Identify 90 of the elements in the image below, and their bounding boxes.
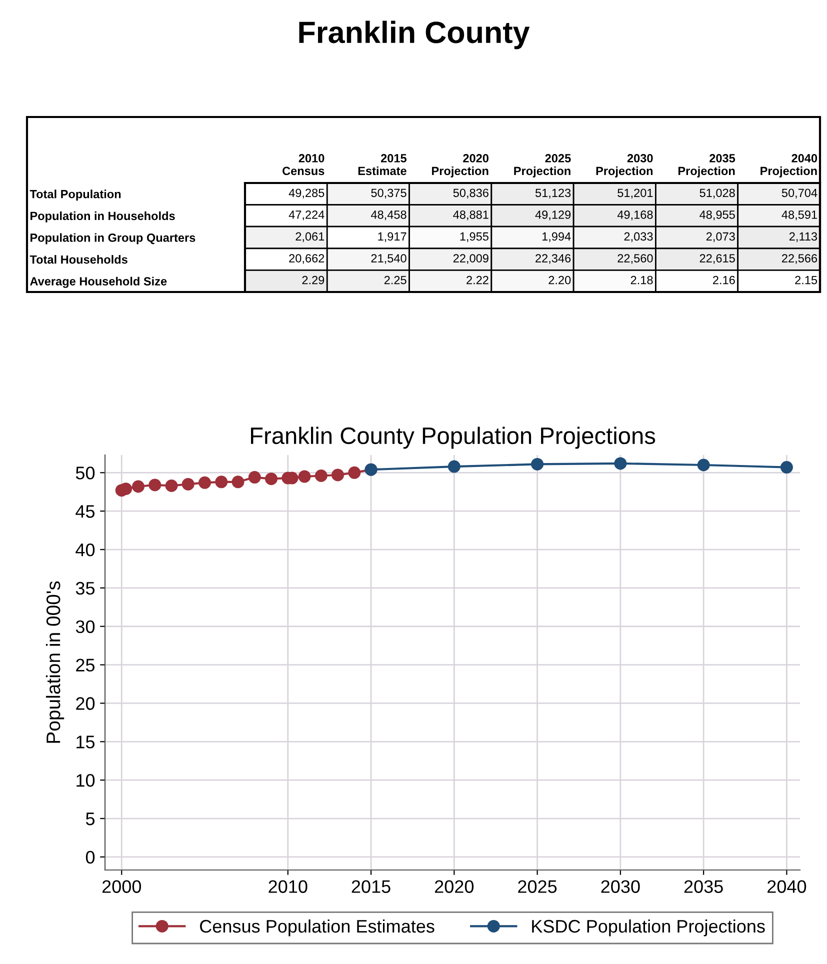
- y-tick-label: 20: [76, 697, 95, 710]
- x-tick-label: 2020: [434, 880, 474, 893]
- x-tick-label: 2030 Projection: [596, 154, 653, 178]
- legend-label: KSDC Population Projections: [532, 919, 765, 936]
- y-tick-label: 40: [76, 543, 95, 556]
- point: [697, 458, 710, 472]
- y-tick-label: 35: [76, 582, 95, 595]
- data-label: 21,540: [371, 254, 406, 264]
- y-tick-label: Population in Group Quarters: [30, 233, 196, 244]
- point: [298, 470, 311, 483]
- data-label: 2.22: [466, 276, 488, 284]
- y-axis-title: Population in 000's: [46, 581, 64, 743]
- x-tick-label: 2030: [601, 880, 640, 893]
- legend-label: Census Population Estimates: [200, 919, 434, 936]
- point: [182, 478, 194, 490]
- data-label: 50,375: [371, 188, 406, 198]
- data-label: 48,881: [453, 210, 488, 220]
- data-label: 22,346: [536, 254, 571, 264]
- data-label: 51,028: [700, 188, 735, 198]
- point: [314, 470, 328, 482]
- data-label: 22,566: [782, 254, 818, 264]
- point: [198, 476, 212, 489]
- data-label: 1,994: [542, 232, 571, 242]
- x-tick-label: 2015: [352, 880, 390, 893]
- y-tick-label: Total Population: [30, 190, 121, 201]
- y-tick-label: Population in Households: [30, 211, 175, 222]
- x-tick-label: 2020 Projection: [432, 154, 488, 178]
- x-tick-label: 2000: [102, 880, 142, 893]
- point: [780, 461, 793, 474]
- y-tick-label: 0: [86, 850, 95, 864]
- chart-title: Franklin County Population Projections: [251, 426, 656, 449]
- y-tick-label: 10: [76, 774, 95, 787]
- x-tick-label: 2035 Projection: [678, 154, 736, 178]
- data-label: 2.20: [548, 276, 571, 284]
- data-label: 48,591: [782, 210, 817, 220]
- data-label: 22,009: [453, 254, 488, 264]
- data-label: 47,224: [288, 210, 324, 220]
- x-tick-label: 2010 Census: [282, 154, 324, 176]
- data-label: 2,061: [296, 232, 324, 242]
- y-tick-label: 15: [76, 736, 95, 748]
- data-label: 20,662: [289, 254, 324, 264]
- y-tick-label: 45: [76, 505, 95, 518]
- chart-title: Franklin County: [299, 20, 530, 50]
- data-label: 22,615: [700, 254, 735, 264]
- x-tick-label: 2040: [768, 880, 806, 893]
- data-label: 51,123: [535, 188, 571, 198]
- point: [531, 458, 544, 470]
- y-tick-label: 25: [76, 658, 95, 672]
- data-label: 2.18: [630, 276, 653, 284]
- data-label: 49,168: [617, 210, 653, 220]
- point: [448, 460, 460, 473]
- point: [232, 476, 244, 488]
- point: [132, 480, 145, 493]
- data-label: 2.29: [302, 276, 324, 284]
- x-tick-label: 2040 Projection: [760, 154, 818, 178]
- x-tick-label: 2035: [684, 880, 723, 893]
- data-label: 50,704: [782, 188, 818, 198]
- x-tick-label: 2025 Projection: [514, 154, 571, 178]
- data-label: 51,201: [618, 188, 653, 198]
- point: [348, 466, 361, 479]
- point: [165, 479, 178, 492]
- x-tick-label: 2015 Estimate: [358, 154, 406, 176]
- data-label: 1,955: [460, 232, 488, 242]
- data-label: 2,033: [624, 232, 653, 242]
- data-label: 2.15: [795, 276, 818, 284]
- point: [248, 471, 261, 484]
- data-label: 50,836: [453, 188, 488, 198]
- x-tick-label: 2025: [518, 880, 557, 893]
- data-label: 2,113: [789, 232, 818, 242]
- y-tick-label: Total Households: [30, 255, 128, 264]
- data-label: 49,129: [535, 210, 571, 220]
- point: [614, 457, 627, 470]
- y-tick-label: 5: [86, 812, 95, 826]
- point: [332, 468, 344, 482]
- data-label: 48,458: [370, 210, 406, 220]
- y-tick-label: 50: [76, 466, 95, 480]
- point: [215, 476, 228, 488]
- y-tick-label: 30: [76, 620, 95, 634]
- data-label: 2.25: [384, 276, 406, 284]
- data-label: 48,955: [700, 210, 735, 220]
- x-tick-label: 2010: [268, 880, 308, 893]
- data-label: 2,073: [706, 232, 735, 242]
- data-label: 1,917: [378, 232, 406, 242]
- data-label: 22,560: [618, 254, 653, 264]
- point: [265, 472, 278, 486]
- point: [120, 482, 132, 496]
- point: [148, 478, 162, 492]
- data-label: 49,285: [288, 188, 324, 198]
- data-label: 2.16: [713, 276, 735, 284]
- y-tick-label: Average Household Size: [30, 276, 167, 288]
